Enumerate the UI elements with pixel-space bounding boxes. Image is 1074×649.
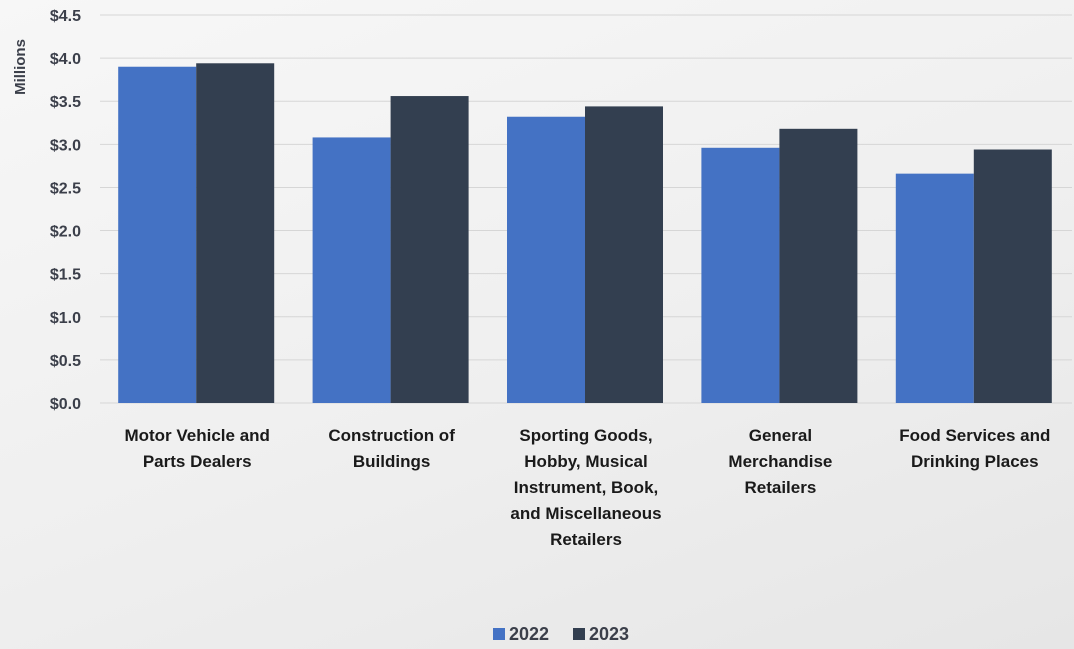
category-label: General Merchandise Retailers — [728, 426, 832, 497]
y-tick-label: $2.5 — [50, 180, 81, 197]
category-label: Sporting Goods, Hobby, Musical Instrument,… — [510, 426, 661, 549]
bar-2022 — [895, 173, 974, 403]
y-tick-label: $2.0 — [50, 224, 81, 241]
bar-2023 — [196, 63, 275, 403]
legend-label-2022: 2022 — [509, 624, 549, 644]
y-tick-label: $0.0 — [50, 396, 81, 413]
y-axis-ticks: $0.0 $0.5 $1.0 $1.5 $2.0 $2.5 $3.0 $3.5 $4.0 $4.5 — [50, 8, 81, 413]
category-labels: Motor Vehicle and Parts Dealers Constructi… — [124, 426, 1050, 549]
y-tick-label: $3.5 — [50, 94, 81, 111]
bar-2023 — [779, 128, 858, 403]
bar-2022 — [118, 66, 197, 403]
legend: 2022 2023 — [493, 624, 629, 644]
bar-2023 — [585, 106, 663, 403]
legend-swatch-2023 — [573, 628, 585, 640]
category-label: Construction of Buildings — [328, 426, 455, 471]
category-label: Motor Vehicle and Parts Dealers — [124, 426, 269, 471]
legend-swatch-2022 — [493, 628, 505, 640]
bar-2023 — [973, 149, 1052, 403]
y-tick-label: $3.0 — [50, 137, 81, 154]
bars — [118, 63, 1052, 404]
y-tick-label: $0.5 — [50, 353, 81, 370]
y-axis-title-group: Millions — [12, 39, 29, 95]
bar-2022 — [507, 116, 585, 404]
bar-2023 — [390, 96, 469, 403]
bar-2022 — [312, 137, 391, 404]
category-label: Food Services and Drinking Places — [899, 426, 1050, 471]
y-tick-label: $1.5 — [50, 267, 81, 284]
y-axis-title: Millions — [12, 39, 29, 95]
bar-2022 — [701, 147, 780, 403]
y-tick-label: $4.5 — [50, 8, 81, 25]
y-tick-label: $1.0 — [50, 310, 81, 327]
y-tick-label: $4.0 — [50, 51, 81, 68]
legend-label-2023: 2023 — [589, 624, 629, 644]
